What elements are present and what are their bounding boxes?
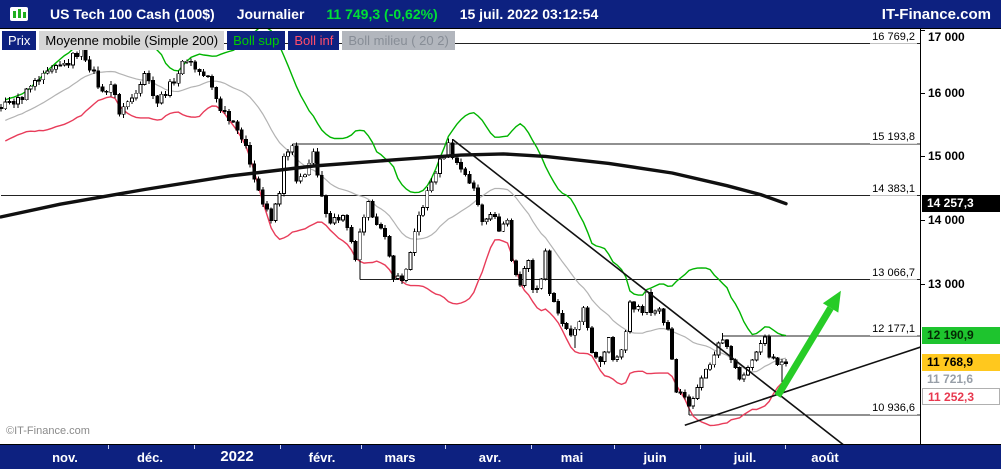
axis-tick xyxy=(921,220,925,222)
month-label: févr. xyxy=(308,450,336,465)
month-label: mai xyxy=(560,450,584,465)
price-chart[interactable]: 16 769,2 15 193,8 14 383,1 13 066,7 12 177,1… xyxy=(0,29,920,444)
price-chart-canvas[interactable] xyxy=(0,29,920,444)
month-label: 2022 xyxy=(220,448,254,465)
boll-mid-value: 11 721,6 xyxy=(927,371,974,386)
level-label: 15 193,8 xyxy=(870,131,917,145)
indicator-toolbar: Prix Moyenne mobile (Simple 200) Boll sup B… xyxy=(2,31,455,50)
chart-icon xyxy=(10,7,28,21)
watermark: ©IT-Finance.com xyxy=(6,425,90,437)
last-price-value: 11 768,9 xyxy=(922,353,1000,371)
axis-tick xyxy=(921,29,925,31)
axis-tick xyxy=(613,445,615,449)
price-tick-label: 16 000 xyxy=(928,85,965,100)
axis-tick xyxy=(921,283,925,285)
last-quote: 11 749,3 (-0,62%) xyxy=(326,6,438,22)
axis-tick xyxy=(921,156,925,158)
level-label: 14 383,1 xyxy=(870,182,917,196)
ma-200-button[interactable]: Moyenne mobile (Simple 200) xyxy=(39,31,225,50)
level-label: 16 769,2 xyxy=(870,30,917,44)
instrument-name: US Tech 100 Cash (100$) xyxy=(50,6,215,22)
level-label: 12 177,1 xyxy=(870,323,917,337)
boll-sup-value: 12 190,9 xyxy=(922,326,1000,344)
title-bar: US Tech 100 Cash (100$) Journalier 11 74… xyxy=(0,0,1001,29)
timestamp: 15 juil. 2022 03:12:54 xyxy=(459,6,599,22)
price-axis[interactable]: 17 000 16 000 15 000 14 000 13 000 14 257,3 12… xyxy=(920,29,1001,444)
axis-tick xyxy=(700,445,701,449)
ma200-value: 14 257,3 xyxy=(922,195,1000,213)
month-label: juil. xyxy=(733,450,757,465)
price-tick-label: 15 000 xyxy=(928,149,965,164)
level-label: 13 066,7 xyxy=(870,266,917,280)
price-tick-label: 13 000 xyxy=(928,276,965,291)
month-label: juin xyxy=(643,450,667,465)
time-axis[interactable]: nov. déc. 2022 févr. mars avr. mai juin juil. aoû… xyxy=(0,444,1001,469)
axis-tick xyxy=(785,445,786,449)
price-tick-label: 14 000 xyxy=(928,213,965,228)
month-label: mars xyxy=(384,450,416,465)
brand-logo: IT-Finance.com xyxy=(881,5,991,23)
axis-tick xyxy=(107,445,109,449)
price-tick-label: 17 000 xyxy=(928,30,965,44)
month-label: avr. xyxy=(478,450,502,465)
month-label: nov. xyxy=(52,450,78,465)
boll-mid-button[interactable]: Boll milieu ( 20 2) xyxy=(342,31,455,50)
axis-tick xyxy=(193,445,195,449)
month-label: déc. xyxy=(136,450,164,465)
axis-tick xyxy=(279,445,281,449)
boll-inf-value: 11 252,3 xyxy=(922,387,1000,405)
axis-tick xyxy=(445,445,446,449)
level-label: 10 936,6 xyxy=(870,402,917,416)
boll-sup-button[interactable]: Boll sup xyxy=(227,31,286,50)
axis-tick xyxy=(531,445,532,449)
axis-tick xyxy=(921,92,925,94)
month-label: août xyxy=(811,450,839,465)
timeframe-label: Journalier xyxy=(236,6,305,22)
price-series-button[interactable]: Prix xyxy=(2,31,37,50)
boll-inf-button[interactable]: Boll inf xyxy=(288,31,340,50)
axis-tick xyxy=(361,445,362,449)
